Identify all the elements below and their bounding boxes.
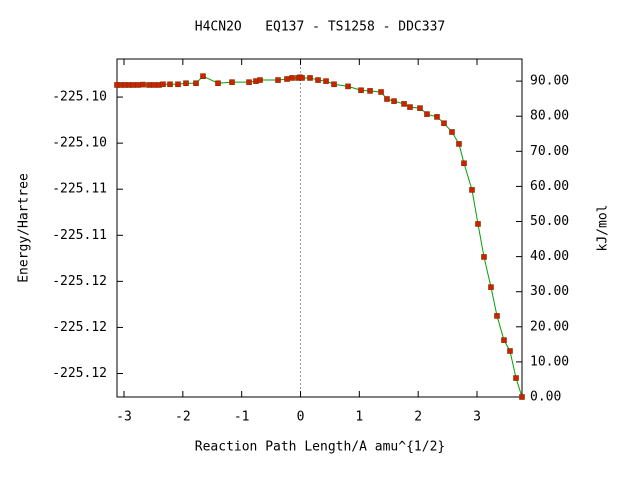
data-point xyxy=(384,96,390,102)
data-point xyxy=(229,79,235,85)
x-tick-label: -2 xyxy=(175,410,191,425)
y-axis-label: Energy/Hartree xyxy=(17,173,32,283)
y2-tick-label: 60.00 xyxy=(530,179,569,194)
y-tick-label: -225.12 xyxy=(52,274,107,289)
data-point xyxy=(183,80,189,87)
data-point xyxy=(449,129,455,135)
data-point xyxy=(461,160,467,167)
data-point xyxy=(507,348,513,354)
x-axis-label: Reaction Path Length/A amu^{1/2} xyxy=(195,440,445,455)
data-point xyxy=(331,81,337,88)
data-point xyxy=(130,82,136,88)
data-point xyxy=(345,83,351,90)
data-point xyxy=(323,78,329,84)
data-point xyxy=(289,75,295,81)
x-tick-label: 3 xyxy=(473,410,481,425)
data-line xyxy=(117,75,523,398)
x-tick-label: -1 xyxy=(234,410,250,425)
y2-tick-label: 40.00 xyxy=(530,249,569,264)
data-point xyxy=(275,77,281,83)
data-point xyxy=(193,80,199,87)
y2-tick-label: 90.00 xyxy=(530,74,569,89)
y2-tick-label: 0.00 xyxy=(530,390,561,405)
chart-title: H4CN2O EQ137 - TS1258 - DDC337 xyxy=(195,20,445,35)
y-tick-label: -225.10 xyxy=(52,136,107,151)
data-point xyxy=(151,82,157,88)
data-point xyxy=(407,104,413,110)
data-point xyxy=(475,221,481,227)
data-point xyxy=(140,81,146,88)
data-point xyxy=(146,82,152,88)
data-point xyxy=(391,98,397,104)
y-tick-label: -225.11 xyxy=(52,228,107,243)
data-point xyxy=(424,111,430,117)
data-point xyxy=(284,76,290,82)
y2-tick-label: 50.00 xyxy=(530,214,569,229)
y2-tick-label: 20.00 xyxy=(530,319,569,334)
data-point xyxy=(167,81,173,88)
y-tick-label: -225.12 xyxy=(52,366,107,381)
x-tick-label: 2 xyxy=(414,410,422,425)
data-point xyxy=(441,120,447,127)
data-point xyxy=(494,313,500,319)
data-point xyxy=(358,87,364,94)
y-tick-label: -225.10 xyxy=(52,90,107,105)
data-point xyxy=(417,105,423,111)
data-point xyxy=(501,337,507,343)
data-point xyxy=(513,375,519,381)
data-point xyxy=(401,101,407,107)
data-point xyxy=(215,80,221,87)
data-point xyxy=(175,81,181,88)
data-point xyxy=(469,187,475,193)
data-point xyxy=(378,89,384,95)
data-point xyxy=(456,141,462,147)
y-tick-label: -225.12 xyxy=(52,320,107,335)
data-point xyxy=(488,284,494,290)
y2-axis-label: kJ/mol xyxy=(596,205,611,252)
data-point xyxy=(135,82,141,88)
data-point xyxy=(200,73,206,79)
data-point xyxy=(246,79,252,85)
data-point xyxy=(367,88,373,94)
x-tick-label: 1 xyxy=(355,410,363,425)
data-point xyxy=(257,77,263,83)
y2-tick-label: 30.00 xyxy=(530,284,569,299)
data-point xyxy=(307,75,313,81)
y2-tick-label: 70.00 xyxy=(530,144,569,159)
y2-tick-label: 10.00 xyxy=(530,354,569,369)
y2-tick-label: 80.00 xyxy=(530,109,569,124)
data-point xyxy=(299,75,305,81)
x-tick-label: -3 xyxy=(116,410,132,425)
plot-frame xyxy=(116,58,523,398)
y-tick-label: -225.11 xyxy=(52,182,107,197)
data-point xyxy=(519,394,525,400)
x-tick-label: 0 xyxy=(297,410,305,425)
data-point xyxy=(481,254,487,260)
data-point xyxy=(434,114,440,120)
data-point xyxy=(160,81,166,88)
data-point xyxy=(315,77,321,83)
